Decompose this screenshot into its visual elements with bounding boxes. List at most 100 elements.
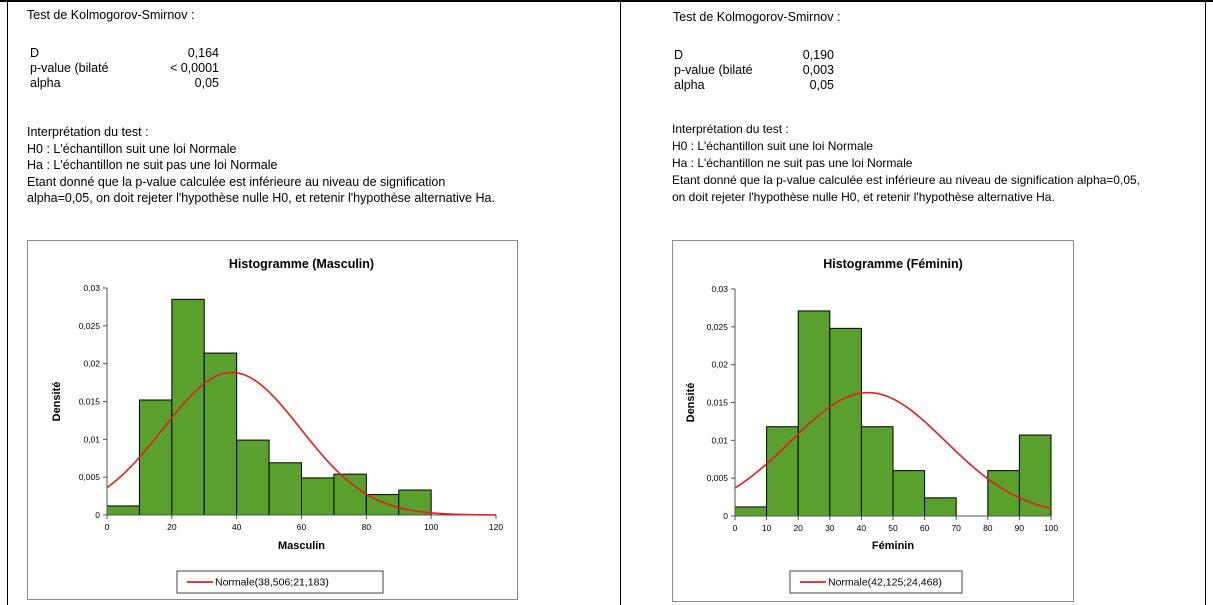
x-tick-label: 80	[362, 522, 372, 532]
ks-title: Test de Kolmogorov-Smirnov :	[27, 8, 195, 22]
normal-curve	[734, 391, 1052, 510]
histogram-bar	[268, 462, 302, 516]
y-tick-label: 0,015	[79, 397, 101, 407]
stat-value: 0,164	[187, 46, 219, 60]
x-tick-label: 40	[857, 523, 867, 533]
stat-label: alpha	[674, 78, 705, 92]
y-tick-label: 0	[95, 510, 100, 520]
histogram-bar	[236, 439, 270, 516]
y-axis-label: Densité	[51, 382, 63, 422]
legend-box	[176, 570, 384, 594]
legend-label: Normale(42,125;24,468)	[828, 577, 942, 589]
histogram-bar	[766, 426, 799, 517]
page-top-border	[0, 0, 1213, 2]
interp-conclusion-1: Etant donné que la p-value calculée est …	[27, 174, 446, 189]
page-left-border	[7, 0, 8, 605]
x-tick-label: 100	[1044, 523, 1058, 533]
stat-value: 0,190	[802, 48, 834, 62]
histogram-bar	[203, 352, 238, 516]
stat-value: 0,003	[802, 63, 834, 77]
legend-box	[789, 570, 963, 594]
histogram-bar	[301, 477, 335, 516]
stat-label: D	[674, 48, 684, 62]
interp-ha: Ha : L'échantillon ne suit pas une loi N…	[672, 156, 913, 170]
stats-bottom-rule	[672, 100, 836, 101]
stats-row-pvalue: p-value (bilaté < 0,0001	[28, 61, 221, 76]
histogram-bar	[1018, 434, 1052, 517]
interpretation-text: Interprétation du test : H0 : L'échantil…	[27, 124, 495, 207]
x-tick-label: 70	[951, 523, 961, 533]
stat-value: 0,05	[809, 78, 834, 92]
histogram-bar	[829, 327, 862, 517]
x-tick-label: 40	[232, 522, 242, 532]
y-tick-label: 0,005	[707, 473, 729, 483]
x-tick-label: 20	[167, 522, 177, 532]
histogram-bar	[333, 473, 367, 516]
y-tick-label: 0,025	[79, 321, 101, 331]
histogram-bar	[797, 310, 831, 517]
interp-conclusion-2: on doit rejeter l'hypothèse nulle H0, et…	[672, 190, 1055, 204]
y-tick-label: 0,01	[83, 434, 100, 444]
y-axis-label: Densité	[685, 383, 697, 423]
page-right-border	[1205, 0, 1206, 605]
x-tick-label: 0	[105, 522, 110, 532]
stat-value: < 0,0001	[169, 61, 219, 75]
ks-title: Test de Kolmogorov-Smirnov :	[673, 10, 841, 24]
x-tick-label: 120	[489, 522, 503, 532]
y-tick-label: 0,025	[707, 322, 729, 332]
y-tick-label: 0,02	[711, 360, 728, 370]
legend-label: Normale(38,506;21,183)	[215, 577, 329, 589]
interpretation-text: Interprétation du test : H0 : L'échantil…	[672, 121, 1140, 206]
y-tick-label: 0,03	[83, 283, 100, 293]
chart-feminin: Histogramme (Féminin) 0 0,005 0,01 0,015 0,02…	[672, 240, 1074, 602]
x-tick-label: 10	[762, 523, 772, 533]
histogram-bar	[924, 497, 957, 517]
y-tick-label: 0,005	[79, 472, 101, 482]
stats-row-alpha: alpha 0,05	[28, 76, 221, 91]
stat-value: 0,05	[194, 76, 219, 90]
x-tick-label: 20	[793, 523, 803, 533]
interp-heading: Interprétation du test :	[27, 125, 149, 139]
interp-h0: H0 : L'échantillon suit une loi Normale	[27, 141, 237, 156]
x-tick-label: 30	[825, 523, 835, 533]
interp-h0: H0 : L'échantillon suit une loi Normale	[672, 139, 874, 153]
histogram-bar	[987, 470, 1020, 517]
y-tick-label: 0	[723, 511, 728, 521]
interp-conclusion-1: Etant donné que la p-value calculée est …	[672, 173, 1140, 187]
histogram-bar	[734, 506, 768, 517]
stats-row-alpha: alpha 0,05	[672, 78, 836, 93]
stat-label: D	[30, 46, 40, 60]
stats-row-pvalue: p-value (bilaté 0,003	[672, 63, 836, 78]
x-tick-label: 0	[733, 523, 738, 533]
panel-feminin: Test de Kolmogorov-Smirnov : D 0,190 p-va…	[621, 0, 1205, 605]
interp-heading: Interprétation du test :	[672, 122, 789, 136]
x-tick-label: 80	[983, 523, 993, 533]
x-tick-label: 60	[920, 523, 930, 533]
stat-label: alpha	[30, 76, 61, 90]
histogram-bar	[892, 470, 926, 517]
chart-title: Histogramme (Féminin)	[823, 257, 963, 271]
stat-label: p-value (bilaté	[674, 63, 753, 77]
interp-conclusion-2: alpha=0,05, on doit rejeter l'hypothèse …	[27, 191, 495, 205]
histogram-bar	[138, 399, 173, 516]
y-tick-label: 0,015	[707, 398, 729, 408]
y-tick-label: 0,01	[711, 435, 728, 445]
normal-curve	[106, 371, 497, 516]
x-axis-label: Féminin	[872, 540, 914, 552]
stats-bottom-rule	[28, 98, 221, 99]
histogram-masculin: Histogramme (Masculin) 0 0,005 0,01 0,015 0,0…	[51, 257, 503, 594]
histogram-bar	[171, 298, 205, 516]
x-tick-label: 60	[297, 522, 307, 532]
x-axis-label: Masculin	[278, 540, 325, 552]
stats-row-d: D 0,190	[672, 48, 836, 63]
chart-masculin: Histogramme (Masculin) 0 0,005 0,01 0,015 0,0…	[27, 240, 518, 600]
y-tick-label: 0,02	[83, 359, 100, 369]
panel-masculin: Test de Kolmogorov-Smirnov : D 0,164 p-va…	[8, 0, 620, 605]
histogram-bar	[106, 505, 140, 516]
histogram-bar	[860, 426, 894, 517]
histogram-feminin: Histogramme (Féminin) 0 0,005 0,01 0,015 0,02…	[685, 257, 1058, 594]
interp-ha: Ha : L'échantillon ne suit pas une loi N…	[27, 158, 278, 172]
stat-label: p-value (bilaté	[30, 61, 109, 75]
x-tick-label: 50	[888, 523, 898, 533]
x-tick-label: 100	[424, 522, 438, 532]
